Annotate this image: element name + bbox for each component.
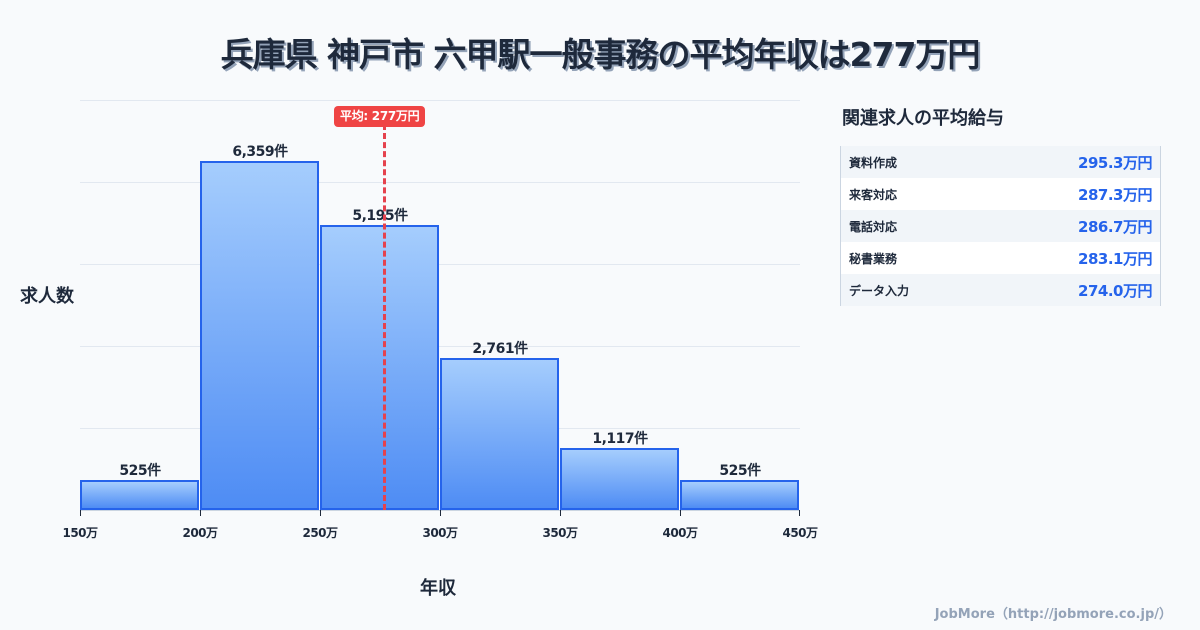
average-line xyxy=(383,124,386,510)
gridline xyxy=(80,346,800,347)
job-label: データ入力 xyxy=(849,283,910,298)
average-badge: 平均: 277万円 xyxy=(334,106,426,127)
bar-value-label: 5,195件 xyxy=(352,208,408,224)
job-label: 電話対応 xyxy=(849,219,898,234)
bar-250-300[interactable] xyxy=(320,225,439,510)
related-salary-table: 資料作成 295.3万円 来客対応 287.3万円 電話対応 286.7万円 秘… xyxy=(840,146,1161,306)
bar-400-450[interactable] xyxy=(680,480,799,510)
x-tick-label: 350万 xyxy=(542,526,578,540)
salary-value: 286.7万円 xyxy=(1078,217,1152,236)
x-tick-label: 450万 xyxy=(782,526,818,540)
footer-credit: JobMore（http://jobmore.co.jp/） xyxy=(934,607,1172,622)
x-tick xyxy=(440,510,441,516)
related-salary-row: 資料作成 295.3万円 xyxy=(841,146,1160,178)
x-tick xyxy=(200,510,201,516)
salary-value: 283.1万円 xyxy=(1078,249,1152,268)
bar-value-label: 1,117件 xyxy=(592,431,648,447)
job-label: 来客対応 xyxy=(849,187,898,202)
x-axis-title: 年収 xyxy=(420,578,456,599)
related-salary-row: データ入力 274.0万円 xyxy=(841,274,1160,306)
x-tick-label: 200万 xyxy=(182,526,218,540)
bar-300-350[interactable] xyxy=(440,358,559,510)
y-axis-title: 求人数 xyxy=(20,286,74,307)
job-label: 資料作成 xyxy=(849,155,898,170)
related-salary-row: 秘書業務 283.1万円 xyxy=(841,242,1160,274)
salary-value: 287.3万円 xyxy=(1078,185,1152,204)
related-salary-title: 関連求人の平均給与 xyxy=(842,108,1004,129)
bar-value-label: 2,761件 xyxy=(472,341,528,357)
x-tick xyxy=(799,510,800,516)
x-tick xyxy=(560,510,561,516)
x-tick xyxy=(80,510,81,516)
bar-value-label: 525件 xyxy=(119,463,161,479)
bar-value-label: 6,359件 xyxy=(232,144,288,160)
related-salary-row: 来客対応 287.3万円 xyxy=(841,178,1160,210)
x-tick-label: 300万 xyxy=(422,526,458,540)
bar-200-250[interactable] xyxy=(200,161,319,510)
salary-value: 274.0万円 xyxy=(1078,281,1152,300)
bar-350-400[interactable] xyxy=(560,448,679,510)
x-tick-label: 150万 xyxy=(62,526,98,540)
salary-value: 295.3万円 xyxy=(1078,153,1152,172)
gridline xyxy=(80,264,800,265)
x-tick xyxy=(680,510,681,516)
histogram-chart: 525件 6,359件 5,195件 2,761件 1,117件 525件 平均… xyxy=(62,100,818,540)
related-salary-row: 電話対応 286.7万円 xyxy=(841,210,1160,242)
x-tick-label: 250万 xyxy=(302,526,338,540)
x-tick-label: 400万 xyxy=(662,526,698,540)
job-label: 秘書業務 xyxy=(849,251,898,266)
x-tick xyxy=(320,510,321,516)
gridline xyxy=(80,182,800,183)
gridline xyxy=(80,100,800,101)
bar-value-label: 525件 xyxy=(719,463,761,479)
page-title: 兵庫県 神戸市 六甲駅一般事務の平均年収は277万円 xyxy=(220,35,981,74)
bar-150-200[interactable] xyxy=(80,480,199,510)
